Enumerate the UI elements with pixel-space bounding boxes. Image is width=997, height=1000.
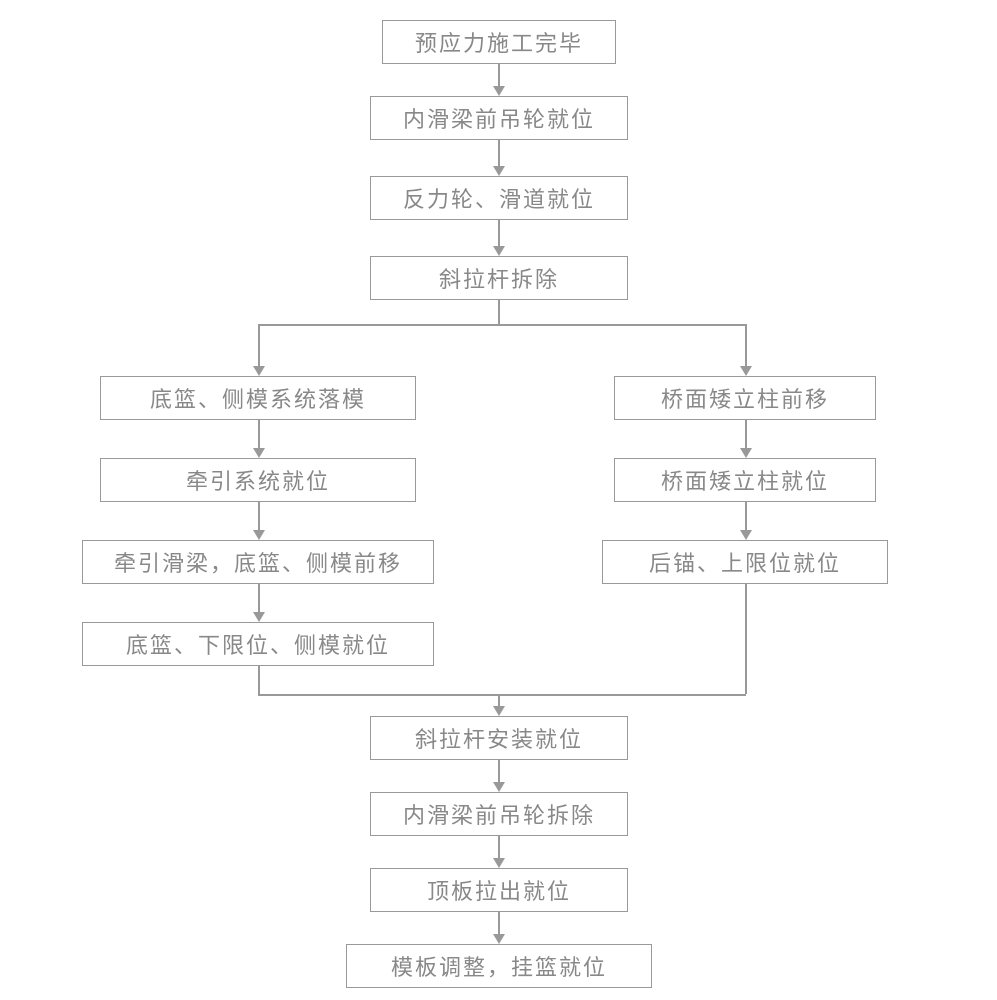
merge-left-down <box>258 666 260 694</box>
node-n5b: 桥面矮立柱前移 <box>614 376 876 420</box>
merge-arrow <box>493 706 505 716</box>
edge-n6a-n7a-arrow <box>253 530 265 540</box>
edge-n2-n3-line <box>498 140 500 166</box>
edge-n11-n12-line <box>498 912 500 934</box>
edge-n9-n10-arrow <box>493 782 505 792</box>
node-n4-label: 斜拉杆拆除 <box>439 262 559 294</box>
merge-right-down <box>745 584 747 694</box>
node-n6a: 牵引系统就位 <box>100 458 416 502</box>
node-n7a-label: 牵引滑梁，底篮、侧模前移 <box>114 546 402 578</box>
node-n12-label: 模板调整，挂篮就位 <box>391 950 607 982</box>
edge-n9-n10-line <box>498 760 500 782</box>
edge-n5a-n6a-arrow <box>253 448 265 458</box>
merge-center-down <box>498 694 500 706</box>
edge-n10-n11-line <box>498 836 500 858</box>
edge-n2-n3-arrow <box>493 166 505 176</box>
split-horizontal <box>258 324 746 326</box>
edge-n7a-n8a-line <box>258 584 260 612</box>
node-n1: 预应力施工完毕 <box>382 20 616 64</box>
node-n11: 顶板拉出就位 <box>370 868 628 912</box>
node-n12: 模板调整，挂篮就位 <box>346 944 652 988</box>
node-n8a: 底篮、下限位、侧模就位 <box>82 622 434 666</box>
node-n4: 斜拉杆拆除 <box>370 256 628 300</box>
split-left-down <box>258 324 260 366</box>
node-n7b: 后锚、上限位就位 <box>602 540 888 584</box>
split-left-arrow <box>253 366 265 376</box>
edge-n3-n4-line <box>498 220 500 246</box>
node-n11-label: 顶板拉出就位 <box>427 874 571 906</box>
edge-n6b-n7b-line <box>745 502 747 530</box>
node-n1-label: 预应力施工完毕 <box>415 26 583 58</box>
node-n9: 斜拉杆安装就位 <box>370 716 628 760</box>
node-n10-label: 内滑梁前吊轮拆除 <box>403 798 595 830</box>
edge-n1-n2-arrow <box>493 86 505 96</box>
node-n5a: 底篮、侧模系统落模 <box>100 376 416 420</box>
node-n2: 内滑梁前吊轮就位 <box>370 96 628 140</box>
node-n7b-label: 后锚、上限位就位 <box>649 546 841 578</box>
node-n5a-label: 底篮、侧模系统落模 <box>150 382 366 414</box>
node-n7a: 牵引滑梁，底篮、侧模前移 <box>82 540 434 584</box>
node-n8a-label: 底篮、下限位、侧模就位 <box>126 628 390 660</box>
node-n3-label: 反力轮、滑道就位 <box>403 182 595 214</box>
edge-n1-n2-line <box>498 64 500 86</box>
edge-n5a-n6a-line <box>258 420 260 448</box>
edge-n7a-n8a-arrow <box>253 612 265 622</box>
edge-n6a-n7a-line <box>258 502 260 530</box>
node-n9-label: 斜拉杆安装就位 <box>415 722 583 754</box>
edge-n6b-n7b-arrow <box>740 530 752 540</box>
split-right-arrow <box>740 366 752 376</box>
node-n3: 反力轮、滑道就位 <box>370 176 628 220</box>
node-n5b-label: 桥面矮立柱前移 <box>661 382 829 414</box>
edge-n5b-n6b-line <box>745 420 747 448</box>
node-n10: 内滑梁前吊轮拆除 <box>370 792 628 836</box>
node-n6a-label: 牵引系统就位 <box>186 464 330 496</box>
node-n2-label: 内滑梁前吊轮就位 <box>403 102 595 134</box>
split-right-down <box>745 324 747 366</box>
split-down-from-n4 <box>498 300 500 324</box>
edge-n3-n4-arrow <box>493 246 505 256</box>
edge-n5b-n6b-arrow <box>740 448 752 458</box>
node-n6b: 桥面矮立柱就位 <box>614 458 876 502</box>
edge-n11-n12-arrow <box>493 934 505 944</box>
merge-horizontal <box>258 694 746 696</box>
node-n6b-label: 桥面矮立柱就位 <box>661 464 829 496</box>
edge-n10-n11-arrow <box>493 858 505 868</box>
